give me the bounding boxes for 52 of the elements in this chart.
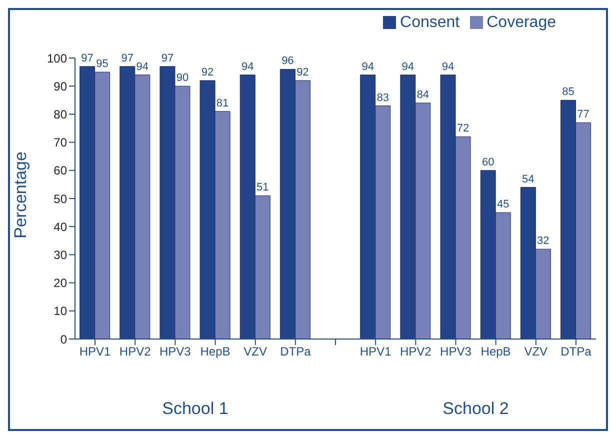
y-tick-label: 90 <box>54 79 68 94</box>
x-tick-label: HPV2 <box>400 344 432 359</box>
y-tick-label: 80 <box>54 107 68 122</box>
x-tick-label: DTPa <box>280 344 312 359</box>
y-tick-label: 20 <box>54 276 68 290</box>
x-tick-label: HPV3 <box>440 344 472 359</box>
data-label: 60 <box>482 156 494 168</box>
x-tick-label: DTPa <box>560 344 592 359</box>
x-tick-label: HPV2 <box>119 344 152 359</box>
y-axis-title: Percentage <box>11 152 30 238</box>
text: School 2 <box>442 399 510 419</box>
text: School 1 <box>161 399 230 419</box>
data-label: 94 <box>241 60 254 73</box>
data-label: 94 <box>442 60 454 73</box>
y-tick-label: 30 <box>54 248 68 262</box>
data-label: 90 <box>176 72 189 84</box>
data-label: 32 <box>537 235 550 248</box>
x-tick-label: HepB <box>200 344 230 359</box>
data-label: 97 <box>81 52 94 64</box>
data-label: 45 <box>496 198 510 211</box>
x-tick-label: VZV <box>524 344 548 359</box>
y-tick-label: 0 <box>60 332 68 346</box>
data-label: 92 <box>201 66 214 78</box>
data-label: 81 <box>216 97 229 110</box>
x-tick-label: HepB <box>480 344 511 359</box>
data-label: 95 <box>96 58 108 70</box>
data-label: 85 <box>562 86 574 98</box>
data-label: 94 <box>362 60 374 73</box>
y-tick-label: 100 <box>46 51 68 66</box>
data-label: 72 <box>456 122 470 135</box>
y-tick-label: 70 <box>54 136 68 150</box>
x-tick-label: HPV3 <box>160 344 192 359</box>
data-label: 94 <box>402 60 414 73</box>
x-tick-label: HPV1 <box>79 344 112 359</box>
data-label: 94 <box>136 60 149 73</box>
legend-label: Consent <box>400 14 460 31</box>
data-label: 92 <box>296 66 309 78</box>
y-tick-label: 40 <box>54 220 68 234</box>
data-label: 54 <box>522 173 534 186</box>
data-label: 51 <box>256 182 269 194</box>
y-tick-label: 60 <box>54 164 68 178</box>
data-label: 83 <box>376 92 389 104</box>
data-label: 77 <box>577 108 590 121</box>
data-label: 97 <box>121 52 134 64</box>
y-tick-label: 50 <box>54 192 68 206</box>
data-label: 84 <box>416 88 430 101</box>
legend-label: Coverage <box>486 14 556 31</box>
y-tick-label: 10 <box>54 304 68 318</box>
data-label: 96 <box>282 55 294 68</box>
x-tick-label: VZV <box>244 344 268 359</box>
x-tick-label: HPV1 <box>360 344 392 359</box>
data-label: 97 <box>161 52 174 64</box>
